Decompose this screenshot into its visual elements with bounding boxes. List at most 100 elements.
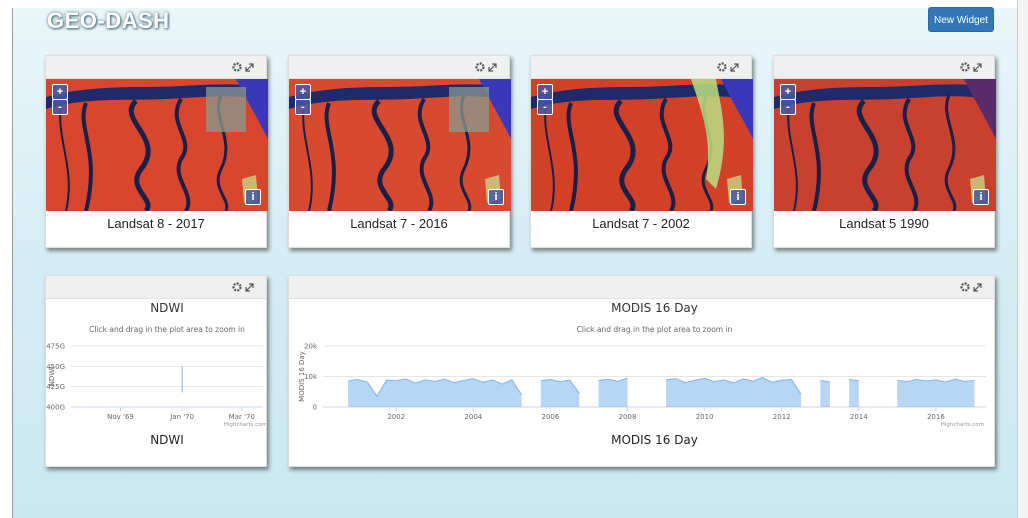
channel xyxy=(856,99,879,211)
expand-icon[interactable] xyxy=(973,63,982,72)
widget-header xyxy=(289,276,994,299)
y-tick-label: 1 400G xyxy=(46,404,65,412)
expand-icon[interactable] xyxy=(245,283,254,292)
expand-icon[interactable] xyxy=(245,63,254,72)
settings-icon[interactable] xyxy=(960,282,970,292)
expand-icon[interactable] xyxy=(488,63,497,72)
area-fill xyxy=(348,378,522,407)
y-tick-label: 1 450G xyxy=(46,363,65,371)
area-fill xyxy=(849,379,859,407)
channel xyxy=(613,99,636,211)
info-button[interactable]: i xyxy=(730,189,746,205)
zoom-out-button[interactable]: - xyxy=(295,99,311,115)
x-tick-label: 2014 xyxy=(850,413,868,421)
settings-icon[interactable] xyxy=(232,62,242,72)
map-widget: + - i Landsat 5 1990 xyxy=(773,55,996,248)
vegetation xyxy=(691,79,724,189)
chart-caption: MODIS 16 Day xyxy=(611,433,698,447)
map-title: Landsat 8 - 2017 xyxy=(107,216,205,231)
channel xyxy=(902,97,919,211)
y-tick-label: 20k xyxy=(304,343,318,351)
x-tick-label: Nov '69 xyxy=(107,413,134,421)
map-widget: + - i Landsat 8 - 2017 xyxy=(45,55,268,248)
chart-subtitle: Click and drag in the plot area to zoom … xyxy=(89,325,245,334)
widget-icons xyxy=(960,282,982,292)
credits: Highcharts.com xyxy=(941,422,984,428)
area-fill xyxy=(897,379,975,407)
x-tick-label: 2006 xyxy=(542,413,560,421)
chart-widget: NDWI Click and drag in the plot area to z… xyxy=(45,275,267,467)
chart-title: NDWI xyxy=(150,301,184,315)
channel xyxy=(944,94,957,211)
map-title: Landsat 7 - 2002 xyxy=(592,216,690,231)
expand-icon[interactable] xyxy=(730,63,739,72)
y-tick-label: 1 425G xyxy=(46,383,65,391)
x-tick-label: Mar '70 xyxy=(229,413,255,421)
zoom-out-button[interactable]: - xyxy=(52,99,68,115)
widget-header xyxy=(774,56,994,79)
x-tick-label: 2010 xyxy=(696,413,714,421)
settings-icon[interactable] xyxy=(232,282,242,292)
sea xyxy=(721,79,753,139)
scrollbar xyxy=(1017,0,1028,518)
channel xyxy=(174,97,191,211)
channel xyxy=(809,102,821,211)
chart-subtitle: Click and drag in the plot area to zoom … xyxy=(577,325,733,334)
widget-header xyxy=(46,276,266,299)
widget-icons xyxy=(475,62,497,72)
zoom-in-button[interactable]: + xyxy=(780,84,796,100)
zoom-in-button[interactable]: + xyxy=(295,84,311,100)
x-tick-label: 2016 xyxy=(927,413,945,421)
channel xyxy=(302,104,313,211)
map-widget: + - i Landsat 7 - 2016 xyxy=(288,55,511,248)
widget-icons xyxy=(232,282,254,292)
widget-icons xyxy=(960,62,982,72)
satellite-image xyxy=(46,79,268,211)
zoom-in-button[interactable]: + xyxy=(537,84,553,100)
channel xyxy=(128,99,151,211)
window-frame xyxy=(12,0,1028,8)
widget-header xyxy=(46,56,266,79)
map-title: Landsat 7 - 2016 xyxy=(350,216,448,231)
channel xyxy=(566,102,578,211)
river xyxy=(774,84,996,109)
channel xyxy=(659,97,676,211)
info-button[interactable]: i xyxy=(973,189,989,205)
zoom-out-button[interactable]: - xyxy=(537,99,553,115)
y-axis-label: MODIS 16 Day xyxy=(298,351,306,402)
urban-area xyxy=(206,87,246,132)
x-tick-label: 2004 xyxy=(464,413,482,421)
chart-widget: MODIS 16 Day Click and drag in the plot a… xyxy=(288,275,995,467)
map-widget: + - i Landsat 7 - 2002 xyxy=(530,55,753,248)
expand-icon[interactable] xyxy=(973,283,982,292)
credits: Highcharts.com xyxy=(224,422,266,428)
channel xyxy=(787,104,798,211)
urban-area xyxy=(449,87,489,132)
info-button[interactable]: i xyxy=(245,189,261,205)
channel xyxy=(371,99,394,211)
app-title: GEO-DASH xyxy=(47,8,170,33)
chart: NDWI Click and drag in the plot area to z… xyxy=(46,301,266,447)
settings-icon[interactable] xyxy=(960,62,970,72)
new-widget-button[interactable]: New Widget xyxy=(928,7,994,32)
channel xyxy=(81,102,93,211)
series-line xyxy=(348,377,975,398)
channel xyxy=(59,104,70,211)
settings-icon[interactable] xyxy=(475,62,485,72)
sea xyxy=(964,79,996,139)
satellite-image xyxy=(531,79,753,211)
area-fill xyxy=(540,379,580,407)
settings-icon[interactable] xyxy=(717,62,727,72)
satellite-image xyxy=(774,79,996,211)
zoom-in-button[interactable]: + xyxy=(52,84,68,100)
area-fill xyxy=(820,380,830,407)
window-frame xyxy=(0,0,13,518)
x-tick-label: 2002 xyxy=(387,413,405,421)
area-fill xyxy=(666,377,801,407)
chart: MODIS 16 Day Click and drag in the plot a… xyxy=(298,301,986,447)
zoom-out-button[interactable]: - xyxy=(780,99,796,115)
info-button[interactable]: i xyxy=(488,189,504,205)
chart-title: MODIS 16 Day xyxy=(611,301,698,315)
satellite-image xyxy=(289,79,511,211)
